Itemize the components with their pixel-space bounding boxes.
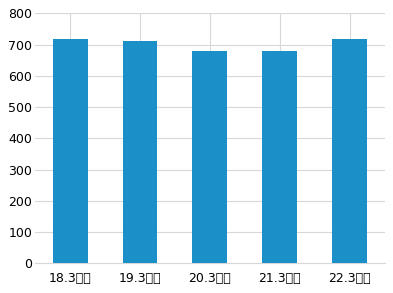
Bar <box>123 41 158 263</box>
Bar <box>332 39 367 263</box>
Bar <box>262 50 297 263</box>
Bar <box>193 51 228 263</box>
Bar <box>53 39 88 263</box>
